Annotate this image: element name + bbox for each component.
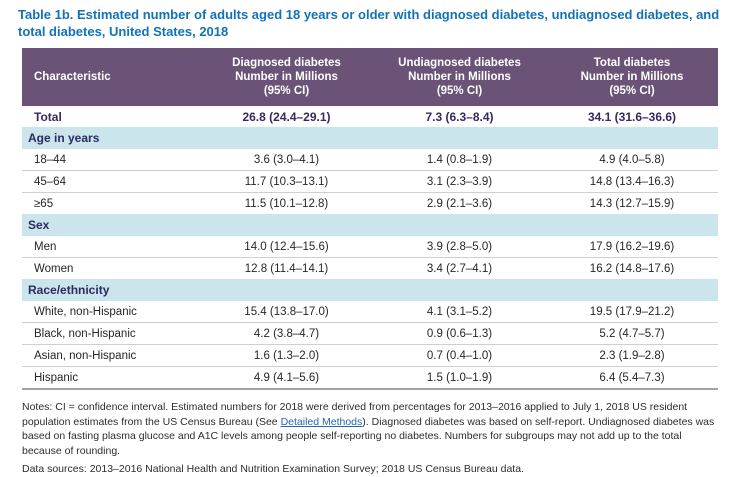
- row-label: Men: [34, 240, 57, 253]
- section-row-age: Age in years: [22, 127, 718, 149]
- table-row: 18–44 3.6 (3.0–4.1) 1.4 (0.8–1.9) 4.9 (4…: [22, 149, 718, 171]
- row-label: 45–64: [22, 170, 200, 193]
- section-label: Age in years: [22, 127, 718, 149]
- row-label: White, non-Hispanic: [34, 305, 137, 318]
- cell-undiagnosed: 1.5 (1.0–1.9): [373, 366, 546, 390]
- header-diagnosed: Diagnosed diabetes Number in Millions (9…: [200, 48, 373, 106]
- cell-total: 14.3 (12.7–15.9): [546, 192, 718, 214]
- row-label: Total: [34, 109, 62, 124]
- table-row: Men 14.0 (12.4–15.6) 3.9 (2.8–5.0) 17.9 …: [22, 236, 718, 258]
- cell-total: 6.4 (5.4–7.3): [546, 366, 718, 390]
- cell-total: 19.5 (17.9–21.2): [589, 305, 675, 318]
- diabetes-estimates-table: Characteristic Diagnosed diabetes Number…: [22, 48, 718, 390]
- cell-diagnosed: 11.5 (10.1–12.8): [200, 192, 373, 214]
- cell-total: 5.2 (4.7–5.7): [546, 322, 718, 345]
- cell-diagnosed: 14.0 (12.4–15.6): [244, 240, 329, 253]
- cell-undiagnosed: 7.3 (6.3–8.4): [425, 109, 494, 124]
- header-undiagnosed: Undiagnosed diabetes Number in Millions …: [373, 48, 546, 106]
- section-label: Sex: [22, 214, 718, 236]
- cell-diagnosed: 4.9 (4.1–5.6): [200, 366, 373, 390]
- row-label: Asian, non-Hispanic: [22, 344, 200, 367]
- cell-undiagnosed: 0.9 (0.6–1.3): [373, 322, 546, 345]
- table-row: Black, non-Hispanic 4.2 (3.8–4.7) 0.9 (0…: [22, 322, 718, 345]
- cell-undiagnosed: 3.1 (2.3–3.9): [373, 170, 546, 193]
- table-row: 45–64 11.7 (10.3–13.1) 3.1 (2.3–3.9) 14.…: [22, 170, 718, 193]
- table-notes: Notes: CI = confidence interval. Estimat…: [22, 400, 720, 477]
- table-row: Asian, non-Hispanic 1.6 (1.3–2.0) 0.7 (0…: [22, 344, 718, 367]
- detailed-methods-link[interactable]: Detailed Methods: [280, 415, 363, 428]
- cell-diagnosed: 26.8 (24.4–29.1): [242, 109, 331, 124]
- row-label: 18–44: [34, 153, 66, 166]
- cell-total: 4.9 (4.0–5.8): [599, 153, 665, 166]
- table-row: Women 12.8 (11.4–14.1) 3.4 (2.7–4.1) 16.…: [22, 257, 718, 279]
- cell-diagnosed: 3.6 (3.0–4.1): [253, 153, 320, 166]
- table-row: ≥65 11.5 (10.1–12.8) 2.9 (2.1–3.6) 14.3 …: [22, 192, 718, 214]
- cell-diagnosed: 1.6 (1.3–2.0): [200, 344, 373, 367]
- row-label: Black, non-Hispanic: [22, 322, 200, 345]
- table-title: Table 1b. Estimated number of adults age…: [18, 7, 720, 39]
- cell-undiagnosed: 4.1 (3.1–5.2): [426, 305, 493, 318]
- table-row: Hispanic 4.9 (4.1–5.6) 1.5 (1.0–1.9) 6.4…: [22, 366, 718, 390]
- table-row: White, non-Hispanic 15.4 (13.8–17.0) 4.1…: [22, 301, 718, 323]
- table-header: Characteristic Diagnosed diabetes Number…: [22, 48, 718, 106]
- cell-total: 34.1 (31.6–36.6): [587, 109, 677, 124]
- cell-diagnosed: 11.7 (10.3–13.1): [200, 170, 373, 193]
- cell-total: 14.8 (13.4–16.3): [546, 170, 718, 193]
- cell-total: 16.2 (14.8–17.6): [546, 257, 718, 279]
- row-label: Women: [22, 257, 200, 279]
- cell-diagnosed: 4.2 (3.8–4.7): [200, 322, 373, 345]
- cell-total: 17.9 (16.2–19.6): [589, 240, 675, 253]
- header-characteristic: Characteristic: [22, 48, 200, 106]
- section-label: Race/ethnicity: [22, 279, 718, 301]
- cell-undiagnosed: 1.4 (0.8–1.9): [426, 153, 493, 166]
- cell-diagnosed: 15.4 (13.8–17.0): [244, 305, 329, 318]
- row-label: ≥65: [22, 192, 200, 214]
- cell-diagnosed: 12.8 (11.4–14.1): [200, 257, 373, 279]
- cell-undiagnosed: 2.9 (2.1–3.6): [373, 192, 546, 214]
- header-total: Total diabetes Number in Millions (95% C…: [546, 48, 718, 106]
- section-row-sex: Sex: [22, 214, 718, 236]
- table-row-total: Total 26.8 (24.4–29.1) 7.3 (6.3–8.4) 34.…: [22, 106, 718, 127]
- notes-text-before-link: Notes: CI = confidence interval. Estimat…: [22, 401, 688, 428]
- cell-undiagnosed: 0.7 (0.4–1.0): [373, 344, 546, 367]
- cell-undiagnosed: 3.9 (2.8–5.0): [426, 240, 493, 253]
- cell-undiagnosed: 3.4 (2.7–4.1): [373, 257, 546, 279]
- header-row: Characteristic Diagnosed diabetes Number…: [22, 48, 718, 106]
- data-sources-note: Data sources: 2013–2016 National Health …: [22, 463, 524, 475]
- row-label: Hispanic: [22, 366, 200, 390]
- section-row-race: Race/ethnicity: [22, 279, 718, 301]
- cell-total: 2.3 (1.9–2.8): [546, 344, 718, 367]
